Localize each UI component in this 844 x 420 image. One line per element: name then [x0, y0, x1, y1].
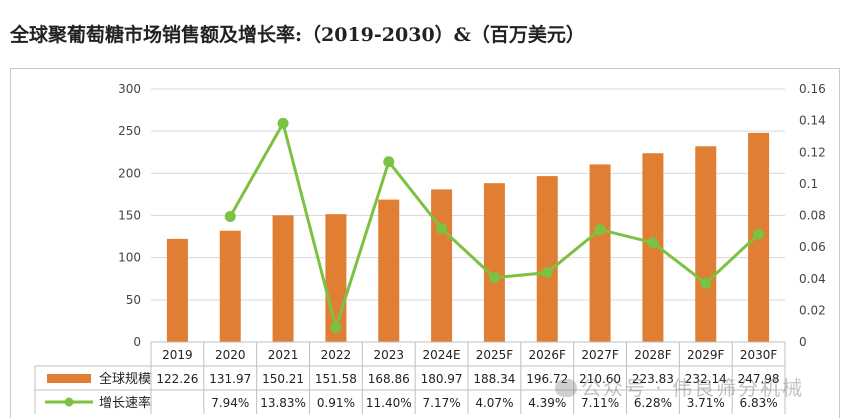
bar: [166, 238, 188, 342]
bar-value-label: 180.97: [421, 372, 463, 386]
growth-rate-label: 0.91%: [317, 396, 355, 410]
y-left-tick-label: 50: [126, 293, 141, 307]
legend-label: 增长速率: [99, 395, 151, 411]
x-tick-label: 2019: [162, 348, 193, 362]
chart-title: 全球聚葡萄糖市场销售额及增长率:（2019-2030）&（百万美元）: [10, 24, 585, 46]
x-tick-label: 2024E: [423, 348, 461, 362]
y-right-tick-label: 0.14: [799, 114, 826, 128]
bar: [378, 199, 400, 342]
y-right-tick-label: 0.16: [799, 82, 826, 96]
growth-rate-label: 7.17%: [423, 396, 461, 410]
bar: [589, 164, 611, 342]
growth-rate-point: [224, 210, 236, 222]
y-left-tick-label: 200: [118, 166, 141, 180]
x-tick-label: 2027F: [581, 348, 619, 362]
bar: [272, 215, 294, 342]
y-left-tick-label: 150: [118, 209, 141, 223]
growth-rate-point: [541, 267, 553, 279]
x-tick-label: 2029F: [687, 348, 725, 362]
growth-rate-point: [753, 228, 765, 240]
bar-value-label: 210.60: [579, 372, 621, 386]
bar-value-label: 151.58: [315, 372, 357, 386]
bar: [483, 183, 505, 342]
y-left-tick-label: 100: [118, 251, 141, 265]
growth-rate-label: 4.07%: [475, 396, 513, 410]
growth-rate-point: [436, 223, 448, 235]
y-left-tick-label: 300: [118, 82, 141, 96]
legend-swatch-bar: [47, 374, 91, 383]
bar-value-label: 247.98: [738, 372, 780, 386]
growth-rate-label: 7.11%: [581, 396, 619, 410]
growth-rate-label: 7.94%: [211, 396, 249, 410]
bar: [219, 230, 241, 342]
y-right-tick-label: 0.12: [799, 145, 826, 159]
x-tick-label: 2025F: [476, 348, 514, 362]
chart-frame: 0 50 100 150 200 250 300 0 0.02 0.04 0.06 0.08 0.1 0.…: [10, 68, 840, 418]
y-right-tick-label: 0.04: [799, 272, 826, 286]
y-right-tick-label: 0.08: [799, 209, 826, 223]
bar: [431, 189, 453, 342]
bar-value-label: 131.97: [209, 372, 251, 386]
x-tick-label: 2023: [373, 348, 404, 362]
bar: [695, 146, 717, 342]
x-tick-label: 2026F: [529, 348, 567, 362]
legend-label: 全球规模: [99, 371, 151, 387]
growth-rate-point: [700, 277, 712, 289]
wechat-icon: [555, 379, 577, 397]
watermark: 公众号 · 伟良筛分机械: [555, 372, 804, 401]
growth-rate-point: [647, 237, 659, 249]
growth-rate-point: [330, 322, 342, 334]
y-right-tick-label: 0.1: [799, 177, 818, 191]
x-tick-label: 2022: [321, 348, 352, 362]
y-left-tick-label: 250: [118, 124, 141, 138]
y-right-tick-label: 0.02: [799, 303, 826, 317]
growth-rate-label: 4.39%: [528, 396, 566, 410]
bar-value-label: 150.21: [262, 372, 304, 386]
x-tick-label: 2020: [215, 348, 246, 362]
bar-value-label: 196.72: [526, 372, 568, 386]
x-tick-label: 2030F: [740, 348, 778, 362]
x-tick-label: 2021: [268, 348, 299, 362]
growth-rate-label: 6.83%: [740, 396, 778, 410]
growth-rate-label: 13.83%: [260, 396, 306, 410]
bar-value-label: 232.14: [685, 372, 727, 386]
growth-rate-point: [277, 117, 289, 129]
y-right-tick-label: 0.06: [799, 240, 826, 254]
bar-value-label: 188.34: [473, 372, 515, 386]
bar: [536, 176, 558, 342]
bar-value-label: 223.83: [632, 372, 674, 386]
bar-value-label: 122.26: [156, 372, 198, 386]
legend-swatch-point: [64, 397, 74, 407]
growth-rate-point: [383, 156, 395, 168]
growth-rate-point: [488, 272, 500, 284]
combo-chart: 0 50 100 150 200 250 300 0 0.02 0.04 0.06 0.08 0.1 0.…: [34, 82, 826, 414]
growth-rate-label: 6.28%: [634, 396, 672, 410]
growth-rate-label: 11.40%: [366, 396, 412, 410]
y-left-tick-label: 0: [133, 335, 141, 349]
y-right-tick-label: 0: [799, 335, 807, 349]
watermark-text: 公众号 · 伟良筛分机械: [581, 376, 805, 400]
growth-rate-point: [594, 224, 606, 236]
growth-rate-label: 3.71%: [687, 396, 725, 410]
bar-value-label: 168.86: [368, 372, 410, 386]
x-tick-label: 2028F: [634, 348, 672, 362]
